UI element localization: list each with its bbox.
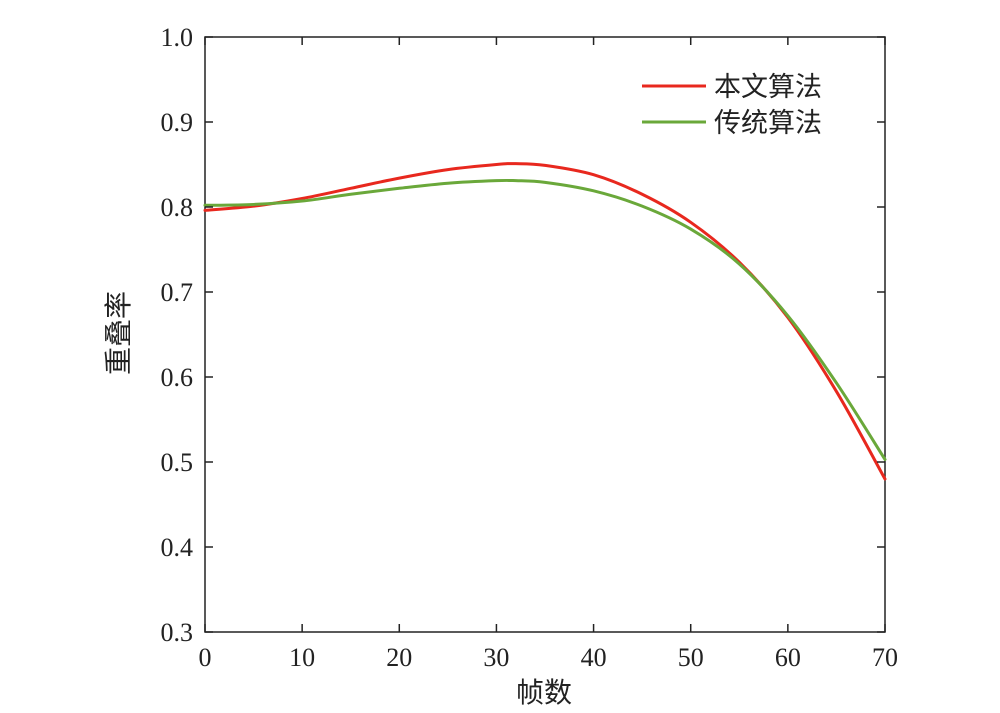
y-tick-label: 0.5 (161, 448, 194, 477)
x-tick-label: 40 (581, 643, 607, 672)
x-axis-ticks: 0 10 20 30 40 50 60 70 (199, 37, 898, 672)
y-axis-title: 重叠率 (102, 291, 135, 375)
x-tick-label: 60 (775, 643, 801, 672)
legend-label-2: 传统算法 (714, 108, 822, 139)
y-tick-label: 0.8 (161, 193, 194, 222)
y-tick-label: 0.3 (161, 618, 194, 647)
x-tick-label: 50 (678, 643, 704, 672)
x-tick-label: 70 (872, 643, 898, 672)
y-tick-label: 0.9 (161, 108, 194, 137)
x-tick-label: 0 (199, 643, 212, 672)
plot-area (204, 36, 886, 633)
plot-frame (204, 36, 886, 633)
y-tick-label: 0.4 (161, 533, 194, 562)
y-axis-ticks: 0.3 0.4 0.5 0.6 0.7 0.8 0.9 1.0 (161, 23, 885, 647)
series-group (203, 162, 887, 481)
y-tick-label: 0.6 (161, 363, 194, 392)
series-line-1 (203, 162, 887, 481)
x-tick-label: 30 (483, 643, 509, 672)
y-tick-label: 0.7 (161, 278, 194, 307)
x-tick-label: 10 (289, 643, 315, 672)
y-tick-label: 1.0 (161, 23, 194, 52)
series-line-2 (203, 178, 887, 461)
x-tick-label: 20 (386, 643, 412, 672)
x-axis-title: 帧数 (516, 676, 572, 709)
legend-label-1: 本文算法 (714, 72, 822, 103)
